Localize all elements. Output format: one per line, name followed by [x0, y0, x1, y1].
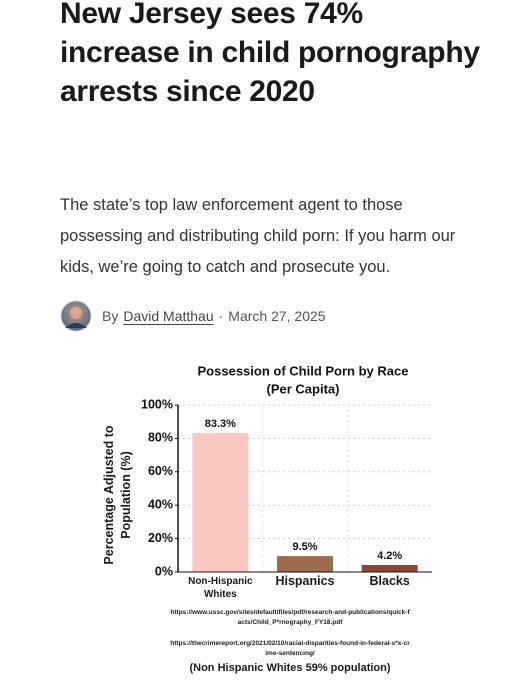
headline: New Jersey sees 74% increase in child po… [60, 0, 480, 108]
byline-separator: · [218, 308, 224, 324]
chart-title: Possession of Child Porn by Race [198, 363, 409, 378]
value-label: 4.2% [377, 550, 402, 562]
y-tick-label: 60% [148, 464, 173, 478]
value-label: 83.3% [205, 418, 236, 430]
source-link: https://www.ussc.gov/sites/default/files… [170, 609, 410, 626]
bar [277, 556, 333, 572]
value-label: 9.5% [292, 541, 317, 553]
bar [361, 564, 418, 572]
y-tick-label: 0% [155, 564, 173, 578]
byline: By David Matthau · March 27, 2025 [60, 298, 326, 334]
author-avatar[interactable] [60, 300, 92, 332]
chart-footnote: (Non Hispanic Whites 59% population) [189, 662, 391, 674]
publish-date: March 27, 2025 [228, 308, 326, 324]
chart: Possession of Child Porn by Race (Per Ca… [70, 350, 470, 680]
chart-subtitle: (Per Capita) [267, 381, 340, 396]
author-link[interactable]: David Matthau [123, 308, 214, 324]
y-tick-label: 100% [141, 397, 173, 411]
y-axis-label: Percentage Adjusted to Population (%) [102, 425, 133, 565]
chart-svg: Possession of Child Porn by Race (Per Ca… [141, 363, 432, 578]
y-tick-label: 40% [148, 497, 173, 511]
bar [192, 432, 249, 572]
dek: The state’s top law enforcement agent to… [60, 196, 456, 276]
source-link: https://thecrimereport.org/2021/02/10/ra… [170, 640, 410, 657]
y-tick-label: 20% [148, 531, 173, 545]
x-tick-label: Blacks [369, 574, 410, 588]
y-tick-label: 80% [148, 431, 173, 445]
x-tick-label: Non-Hispanic Whites [188, 576, 253, 600]
byline-prefix: By [102, 308, 119, 324]
x-tick-label: Hispanics [275, 574, 335, 588]
